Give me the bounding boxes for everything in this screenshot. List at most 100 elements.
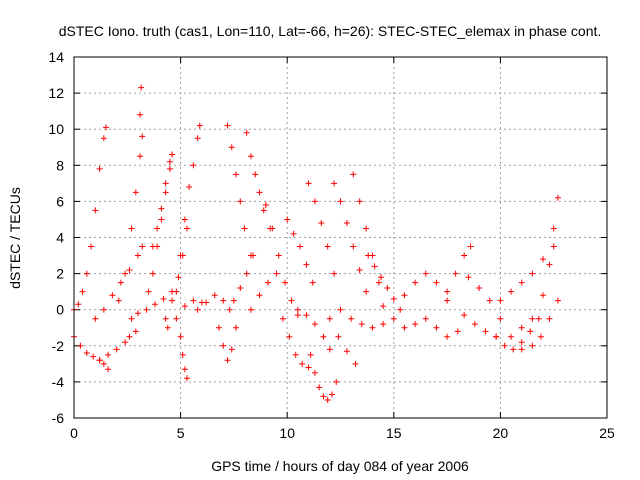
data-arc (243, 129, 274, 232)
data-point (375, 279, 382, 286)
data-point (83, 350, 90, 357)
data-point (88, 243, 95, 250)
data-point (422, 270, 429, 277)
data-point (333, 378, 340, 385)
data-point (164, 324, 171, 331)
data-point (422, 315, 429, 322)
data-point (228, 144, 235, 151)
data-point (352, 360, 359, 367)
x-tick-label: 20 (493, 425, 509, 441)
data-point (169, 297, 176, 304)
data-arc (518, 194, 561, 331)
data-point (115, 297, 122, 304)
data-point (183, 225, 190, 232)
data-point (471, 321, 478, 328)
data-point (177, 252, 184, 259)
data-arc (177, 333, 190, 382)
data-point (269, 225, 276, 232)
data-arc (422, 315, 461, 340)
data-point (252, 171, 259, 178)
data-point (294, 312, 301, 319)
data-point (194, 135, 201, 142)
data-point (378, 274, 385, 281)
data-point (186, 183, 193, 190)
data-point (546, 315, 553, 322)
data-point (243, 270, 250, 277)
tick-labels: 0 5 10 15 20 25 -6 -4 -2 0 2 4 6 8 10 12 14 (48, 49, 615, 441)
data-point (454, 328, 461, 335)
data-point (190, 297, 197, 304)
data-arc (96, 328, 139, 364)
data-point (305, 180, 312, 187)
data-point (294, 306, 301, 313)
data-point (371, 263, 378, 270)
data-point (275, 252, 282, 259)
data-point (122, 270, 129, 277)
data-point (137, 111, 144, 118)
data-arc (401, 270, 451, 304)
data-arc (115, 133, 146, 304)
data-point (343, 348, 350, 355)
data-point (401, 292, 408, 299)
data-point (134, 252, 141, 259)
data-point (356, 198, 363, 205)
data-point (316, 384, 323, 391)
data-point (149, 243, 156, 250)
data-point (296, 243, 303, 250)
data-point (546, 261, 553, 268)
data-point (444, 297, 451, 304)
data-arc (149, 158, 173, 250)
data-point (337, 306, 344, 313)
data-point (461, 312, 468, 319)
data-arc (307, 351, 340, 403)
data-point (139, 133, 146, 140)
data-point (137, 153, 144, 160)
data-point (358, 321, 365, 328)
data-point (433, 279, 440, 286)
data-point (326, 346, 333, 353)
data-point (237, 285, 244, 292)
data-point (401, 324, 408, 331)
data-point (181, 303, 188, 310)
data-point (233, 324, 240, 331)
data-arc (92, 243, 146, 322)
data-point (497, 315, 504, 322)
data-point (166, 158, 173, 165)
data-arc (444, 243, 474, 295)
data-point (273, 270, 280, 277)
data-point (265, 279, 272, 286)
x-tick-label: 5 (177, 425, 185, 441)
data-point (224, 122, 231, 129)
data-arc (230, 252, 257, 304)
data-point (282, 279, 289, 286)
y-tick-label: 6 (56, 193, 64, 209)
data-point (203, 299, 210, 306)
data-point (132, 189, 139, 196)
data-point (326, 315, 333, 322)
data-arc (247, 270, 280, 313)
data-point (554, 297, 561, 304)
data-point (211, 292, 218, 299)
data-point (158, 205, 165, 212)
data-point (335, 333, 342, 340)
data-point (518, 346, 525, 353)
data-point (550, 243, 557, 250)
data-point (90, 353, 97, 360)
data-point (324, 396, 331, 403)
y-tick-label: -2 (52, 338, 65, 354)
data-point (220, 297, 227, 304)
data-point (175, 274, 182, 281)
data-arc (279, 315, 312, 371)
data-point (331, 270, 338, 277)
data-point (518, 279, 525, 286)
data-point (247, 153, 254, 160)
data-point (237, 198, 244, 205)
data-point (535, 315, 542, 322)
data-point (337, 198, 344, 205)
data-point (166, 165, 173, 172)
data-point (350, 243, 357, 250)
data-point (412, 321, 419, 328)
data-point (149, 270, 156, 277)
data-arc (331, 180, 370, 295)
